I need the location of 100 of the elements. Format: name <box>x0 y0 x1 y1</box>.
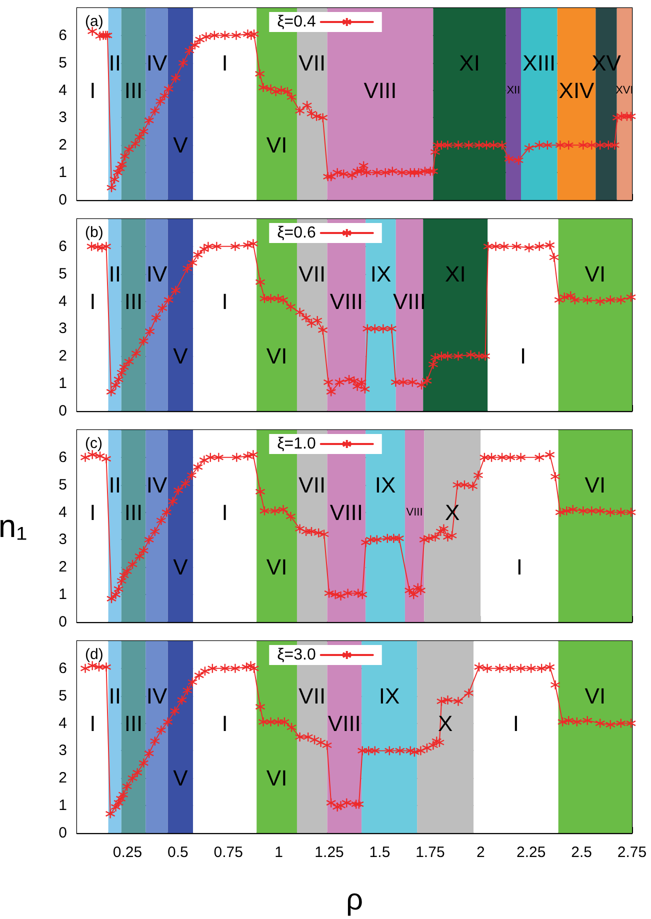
band-label: V <box>173 554 188 580</box>
y-tick-label: 6 <box>58 238 67 255</box>
x-tick-label: 0.75 <box>214 844 243 861</box>
band-label: VII <box>298 683 326 708</box>
y-tick-label: 6 <box>58 26 67 44</box>
band-label: VI <box>266 766 288 791</box>
y-axis-title: n₁ <box>0 508 27 544</box>
y-tick-label: 4 <box>58 504 67 521</box>
band-label: VIII <box>330 500 363 525</box>
x-tick-label: 1.75 <box>416 844 445 861</box>
y-tick-label: 1 <box>58 797 67 814</box>
band-label: XI <box>445 261 466 286</box>
y-tick-label: 0 <box>58 614 67 630</box>
y-tick-label: 3 <box>58 742 67 760</box>
band-label: I <box>520 344 526 369</box>
legend-label: ξ=0.4 <box>277 14 316 30</box>
band-label: IX <box>378 683 400 708</box>
band-label: XIII <box>522 50 556 76</box>
band-label: XI <box>459 50 480 76</box>
band-label: IV <box>146 50 168 76</box>
band-label: V <box>173 132 188 158</box>
band-label: IX <box>370 261 392 286</box>
y-tick-label: 2 <box>58 770 67 787</box>
y-tick-label: 2 <box>58 136 67 154</box>
y-tick-label: 3 <box>58 531 67 548</box>
band-label: VI <box>266 554 288 580</box>
band-label: I <box>512 710 520 736</box>
band-label: II <box>108 50 121 76</box>
y-tick-label: 6 <box>58 448 67 466</box>
band-label: IV <box>146 261 168 286</box>
y-tick-label: 1 <box>58 164 67 182</box>
x-axis-title: ρ <box>346 884 364 916</box>
x-tick-label: 2.25 <box>516 844 546 861</box>
band-label: II <box>108 472 121 498</box>
band-label: VIII <box>330 288 363 314</box>
band-label: XII <box>506 84 520 96</box>
band-label: VII <box>298 261 326 286</box>
band-label: I <box>222 50 228 76</box>
band-label: III <box>124 288 143 314</box>
band-label: V <box>173 766 188 791</box>
x-tick-label: 0.25 <box>112 844 142 861</box>
band-label: VI <box>584 261 606 286</box>
band-label: VI <box>584 472 606 498</box>
chart-title: (b) <box>85 224 104 241</box>
band-label: I <box>222 288 228 314</box>
x-tick-label: 2 <box>476 844 485 861</box>
chart-title: (d) <box>85 646 104 663</box>
y-tick-label: 5 <box>58 265 67 282</box>
x-tick-label: 1.5 <box>369 844 390 861</box>
band-label: VIII <box>364 78 397 103</box>
y-tick-label: 3 <box>58 109 67 126</box>
x-tick-label: 2.5 <box>571 844 592 861</box>
band-label: I <box>90 288 96 314</box>
band-label: I <box>90 500 96 525</box>
band-label: II <box>108 683 121 708</box>
band-label: I <box>90 710 96 736</box>
y-tick-label: 5 <box>58 476 67 494</box>
chart-title: (c) <box>85 435 102 452</box>
band-label: IV <box>146 472 168 498</box>
band-label: III <box>124 710 143 736</box>
band-label: VIII <box>328 710 361 736</box>
chart-title: (a) <box>85 13 104 30</box>
band-label: I <box>516 554 523 580</box>
x-tick-label: 1.25 <box>314 844 344 861</box>
band-label: III <box>124 78 143 103</box>
y-tick-label: 4 <box>58 82 67 99</box>
band-label: II <box>108 261 121 286</box>
y-tick-label: 4 <box>58 292 67 310</box>
y-tick-label: 6 <box>58 660 67 677</box>
band-label: V <box>173 344 188 369</box>
band-label: VI <box>584 683 606 708</box>
y-tick-label: 5 <box>58 687 67 704</box>
y-tick-label: 2 <box>58 348 67 365</box>
band-label: VIII <box>406 506 423 518</box>
y-tick-label: 0 <box>58 824 67 842</box>
legend-label: ξ=1.0 <box>277 436 316 452</box>
band-label: VII <box>298 50 326 76</box>
band-label: I <box>222 500 228 525</box>
x-tick-label: 0.5 <box>167 844 188 861</box>
y-tick-label: 2 <box>58 558 67 576</box>
y-tick-label: 4 <box>58 714 67 732</box>
legend-label: ξ=3.0 <box>277 646 316 664</box>
band-label: III <box>124 500 143 525</box>
band-label: IX <box>374 472 396 498</box>
band-label: I <box>90 78 96 103</box>
y-tick-label: 1 <box>58 586 67 604</box>
x-tick-label: 2.75 <box>617 844 647 861</box>
band-label: IV <box>146 683 168 708</box>
band-label: VI <box>266 132 288 158</box>
legend-label: ξ=0.6 <box>277 224 316 242</box>
y-tick-label: 0 <box>58 192 67 208</box>
x-tick-label: 1 <box>274 844 283 861</box>
y-tick-label: 1 <box>58 375 67 392</box>
y-tick-label: 0 <box>58 402 67 420</box>
band-label: XIV <box>558 78 595 103</box>
y-tick-label: 3 <box>58 320 67 338</box>
band-label: VI <box>266 344 288 369</box>
y-tick-label: 5 <box>58 54 67 72</box>
band-label: VII <box>298 472 326 498</box>
band-label: I <box>222 710 228 736</box>
